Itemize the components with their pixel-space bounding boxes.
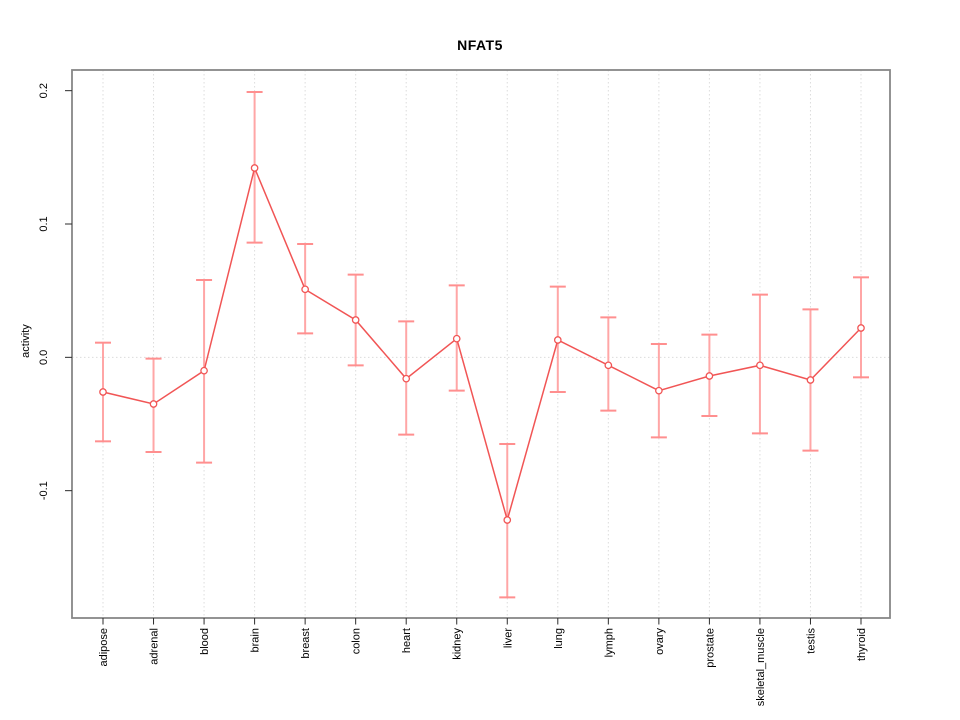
data-point <box>250 164 259 172</box>
data-point <box>402 374 411 383</box>
x-tick-label: lung <box>553 628 565 649</box>
data-point <box>200 366 208 375</box>
y-tick-label: 0.2 <box>38 83 50 98</box>
plot-border <box>71 69 891 619</box>
y-tick-label: 0.0 <box>38 350 50 365</box>
data-point <box>351 316 360 324</box>
data-point <box>705 372 714 380</box>
series-line <box>102 165 862 523</box>
x-tick-label: skeletal_muscle <box>755 628 767 706</box>
x-tick-label: prostate <box>704 628 716 668</box>
x-tick-label: kidney <box>452 628 464 660</box>
data-point <box>604 361 613 370</box>
x-tick-label: lymph <box>603 628 615 657</box>
x-tick-label: colon <box>351 628 363 654</box>
x-tick-label: thyroid <box>856 628 868 661</box>
chart-title: NFAT5 <box>457 37 503 53</box>
x-tick-label: liver <box>502 628 514 649</box>
data-point <box>503 516 512 524</box>
data-point <box>857 324 865 332</box>
data-point <box>452 334 461 343</box>
data-point <box>301 285 309 294</box>
x-tick-label: adipose <box>98 628 110 667</box>
data-point <box>655 386 663 395</box>
x-tick-label: blood <box>199 628 211 655</box>
x-tick-label: ovary <box>654 628 666 655</box>
data-point <box>149 400 158 408</box>
y-tick-label: 0.1 <box>38 216 50 231</box>
data-point <box>99 388 107 396</box>
data-point <box>806 376 815 384</box>
x-tick-label: adrenal <box>149 628 161 665</box>
data-point <box>553 336 562 344</box>
x-tick-label: breast <box>300 628 312 659</box>
data-point <box>756 361 764 370</box>
x-tick-label: brain <box>250 628 262 652</box>
y-tick-label: -0.1 <box>38 481 50 500</box>
x-tick-label: testis <box>805 628 817 654</box>
x-tick-label: heart <box>401 628 413 653</box>
